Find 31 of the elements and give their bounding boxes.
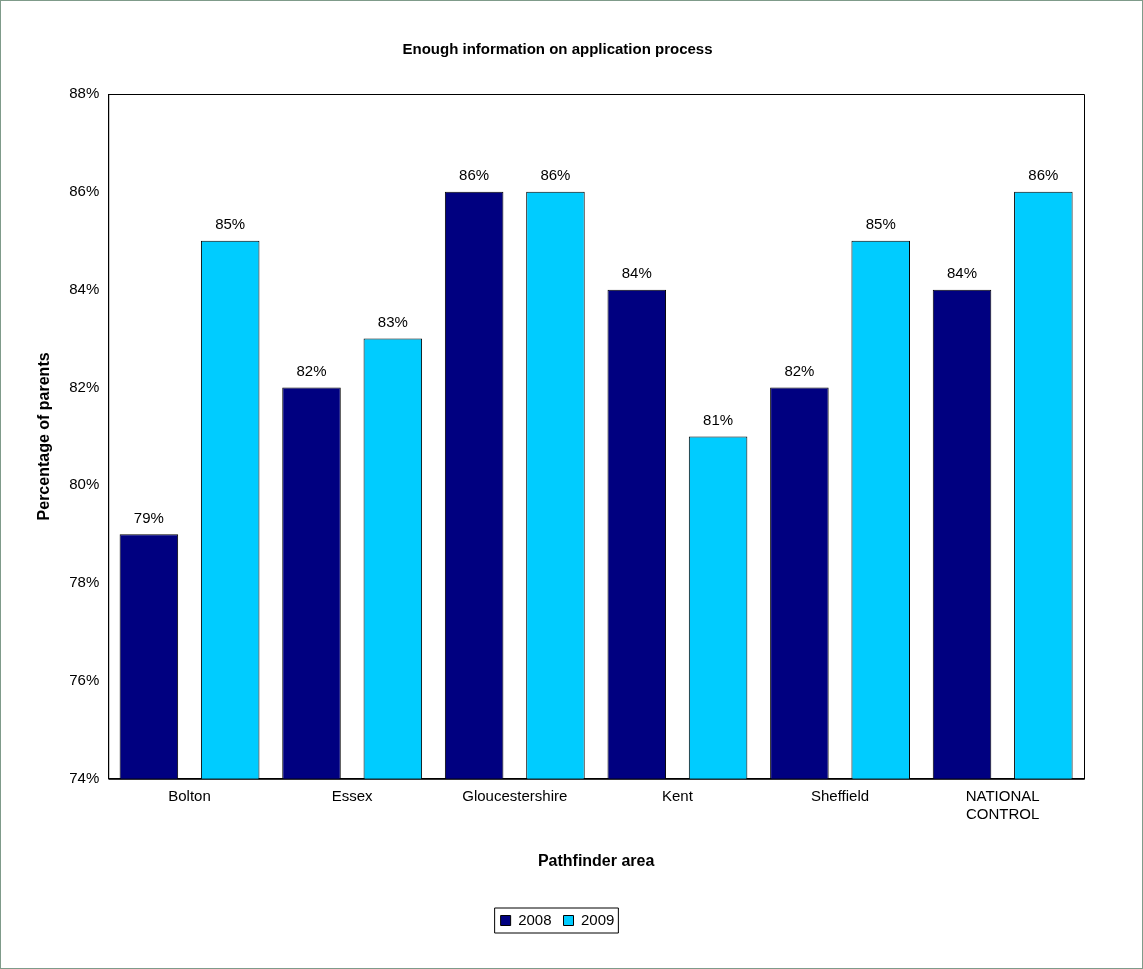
legend-label: 2008 <box>518 910 552 928</box>
x-tick-label: Kent <box>662 786 694 804</box>
data-label: 86% <box>540 166 571 184</box>
legend-label: 2009 <box>581 910 615 928</box>
y-tick-label: 82% <box>69 377 100 395</box>
y-tick-label: 84% <box>69 279 100 297</box>
data-label: 81% <box>703 411 734 429</box>
x-axis-title: Pathfinder area <box>537 851 655 869</box>
data-label: 86% <box>1028 166 1059 184</box>
data-label: 84% <box>947 264 978 282</box>
data-label: 85% <box>215 215 246 233</box>
y-tick-label: 76% <box>69 671 100 689</box>
data-label: 82% <box>296 362 327 380</box>
data-label: 84% <box>621 264 652 282</box>
chart-title: Enough information on application process <box>402 40 713 58</box>
data-label: 82% <box>784 362 815 380</box>
data-label: 79% <box>133 508 164 526</box>
y-axis-title: Percentage of parents <box>35 352 53 521</box>
data-label: 85% <box>865 215 896 233</box>
x-tick-label: Essex <box>331 786 374 804</box>
data-label: 86% <box>459 166 490 184</box>
x-tick-label: Gloucestershire <box>462 786 568 804</box>
y-tick-label: 74% <box>69 768 100 786</box>
data-label: 83% <box>377 313 408 331</box>
x-tick-label: Bolton <box>168 786 211 804</box>
y-tick-label: 80% <box>69 475 100 493</box>
x-tick-label: Sheffield <box>811 786 870 804</box>
y-tick-label: 78% <box>69 573 100 591</box>
y-tick-label: 86% <box>69 181 100 199</box>
y-tick-label: 88% <box>69 84 100 102</box>
x-tick-label: NATIONAL CONTROL <box>965 786 1040 822</box>
